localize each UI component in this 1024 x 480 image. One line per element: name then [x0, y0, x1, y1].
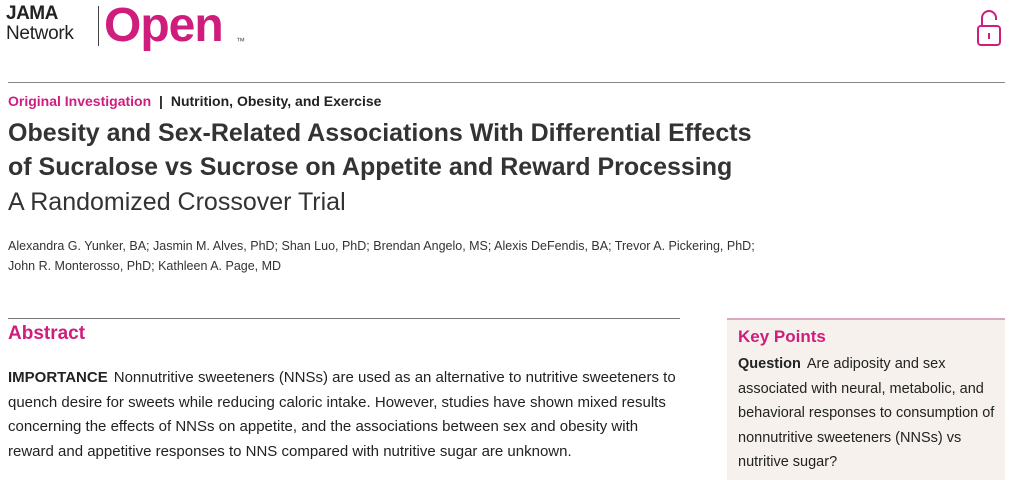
question-line: nutritive sugar?: [738, 454, 838, 470]
logo-jama: JAMA: [6, 3, 58, 24]
question-line: Are adiposity and sex: [806, 356, 946, 372]
text-line: nonnutritive sweeteners (NNSs) vs: [738, 426, 994, 451]
key-points-box: [727, 318, 1005, 480]
logo-network: Network: [6, 23, 74, 44]
text-line: Question Are adiposity and sex: [738, 352, 994, 377]
logo-open: Open: [104, 0, 224, 52]
logo-trademark: ™: [236, 36, 245, 46]
open-access-icon: [977, 10, 1001, 46]
question-line: nonnutritive sweeteners (NNSs) vs: [738, 429, 962, 446]
title-line: Obesity and Sex-Related Associations Wit…: [8, 119, 752, 147]
separator: |: [159, 93, 163, 109]
article-title: Obesity and Sex-Related Associations Wit…: [8, 116, 751, 184]
text-line: behavioral responses to consumption of: [738, 401, 994, 426]
text-line: reward and appetitive responses to NNS c…: [8, 440, 676, 465]
abstract-rule: [8, 318, 680, 319]
text-line: nutritive sugar?: [738, 450, 994, 475]
abstract-heading: Abstract: [8, 323, 86, 344]
key-points-heading: Key Points: [738, 327, 826, 346]
text-line: concerning the effects of NNSs on appeti…: [8, 415, 676, 440]
question-line: behavioral responses to consumption of: [738, 405, 995, 421]
article-type: Original Investigation: [8, 93, 152, 109]
text-line: Alexandra G. Yunker, BA; Jasmin M. Alves…: [8, 236, 755, 256]
question-line: associated with neural, metabolic, and: [738, 380, 984, 397]
article-meta: Original Investigation | Nutrition, Obes…: [8, 93, 381, 109]
article-subtitle: A Randomized Crossover Trial: [8, 188, 346, 216]
text-line: John R. Monterosso, PhD; Kathleen A. Pag…: [8, 256, 755, 276]
importance-line: quench desire for sweets while reducing …: [8, 393, 666, 411]
run-in-label: Question: [738, 356, 801, 372]
logo-divider: [98, 6, 99, 46]
importance-line: reward and appetitive responses to NNS c…: [8, 442, 572, 460]
text-line: IMPORTANCE Nonnutritive sweeteners (NNSs)…: [8, 366, 676, 391]
text-line: of Sucralose vs Sucrose on Appetite and …: [8, 150, 751, 184]
author-list: Alexandra G. Yunker, BA; Jasmin M. Alves…: [8, 236, 755, 276]
text-line: quench desire for sweets while reducing …: [8, 391, 676, 416]
importance-line: Nonnutritive sweeteners (NNSs) are used …: [113, 369, 676, 386]
key-points-question: Question Are adiposity and sex associated …: [738, 352, 994, 475]
author-line: Alexandra G. Yunker, BA; Jasmin M. Alves…: [8, 239, 755, 253]
text-line: Obesity and Sex-Related Associations Wit…: [8, 116, 751, 150]
article-section: Nutrition, Obesity, and Exercise: [170, 93, 382, 109]
title-line: of Sucralose vs Sucrose on Appetite and …: [8, 153, 733, 181]
importance-paragraph: IMPORTANCE Nonnutritive sweeteners (NNSs)…: [8, 366, 676, 464]
text-line: associated with neural, metabolic, and: [738, 377, 994, 402]
run-in-label: IMPORTANCE: [8, 369, 108, 386]
author-line: John R. Monterosso, PhD; Kathleen A. Pag…: [8, 259, 282, 273]
importance-line: concerning the effects of NNSs on appeti…: [8, 418, 639, 435]
header-rule: [8, 82, 1005, 83]
